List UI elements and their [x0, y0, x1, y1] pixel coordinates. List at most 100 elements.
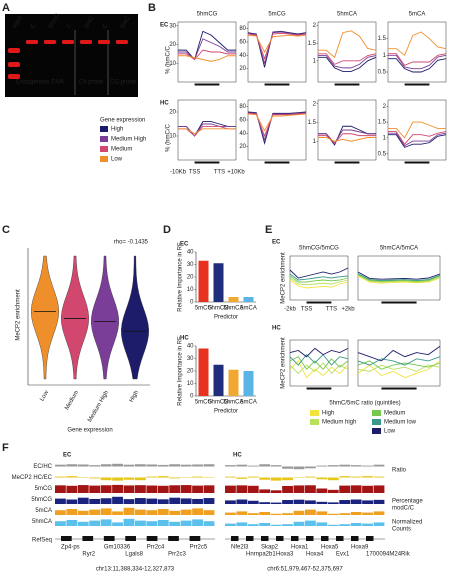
- track-bar: [169, 464, 181, 467]
- x-tick-label: TTS: [326, 307, 337, 313]
- y-axis-label: % (hmC/C: [166, 124, 172, 152]
- track-bar: [123, 485, 135, 493]
- bar: [228, 369, 239, 396]
- profile-line: [178, 49, 236, 61]
- gene-name: 1700094M24Rik: [366, 552, 411, 558]
- track-bar: [247, 476, 259, 478]
- legend-label: Medium low: [384, 420, 417, 426]
- track-bar: [203, 521, 215, 526]
- track-bar: [259, 489, 271, 493]
- track-bar: [270, 465, 282, 467]
- track-bar: [146, 485, 158, 493]
- track-bar: [192, 498, 203, 504]
- gel-group-label: CG probe: [110, 80, 137, 86]
- panel-label: E: [265, 224, 272, 236]
- y-tick-label: 2: [313, 101, 317, 107]
- profile-line: [247, 112, 307, 138]
- profile-line: [247, 34, 307, 53]
- profile-line: [388, 53, 447, 66]
- track-label: 5hmCA: [32, 519, 52, 525]
- track-bar: [236, 485, 248, 493]
- gene-name: Hoxa4: [306, 552, 324, 558]
- track-bar: [236, 522, 248, 526]
- bar: [213, 364, 224, 396]
- gel-band: [8, 74, 20, 79]
- gel-band: [98, 40, 110, 44]
- y-tick-label: 2: [383, 104, 387, 110]
- y-tick-label: 80: [239, 26, 246, 32]
- track-bar: [112, 477, 123, 481]
- track-bar: [135, 464, 146, 467]
- violin: [31, 255, 59, 380]
- x-tick-label: 5hmCG: [208, 306, 229, 312]
- profile-line: [388, 58, 447, 73]
- y-axis-label: MeCP2 enrichment: [281, 337, 287, 389]
- y-tick-label: 40: [187, 250, 194, 256]
- bar: [228, 297, 239, 302]
- track-bar: [123, 507, 135, 515]
- legend-swatch: [372, 410, 381, 416]
- track-bar: [270, 524, 282, 526]
- x-tick-label: 5mCG: [195, 306, 213, 312]
- track-bar: [100, 498, 112, 504]
- plot-frame: [317, 21, 377, 83]
- track-bar: [203, 485, 215, 493]
- profile-line: [357, 356, 441, 366]
- y-tick-label: 1: [383, 135, 387, 141]
- y-tick-label: 60: [239, 40, 246, 46]
- lane-label: 5mC: [120, 15, 132, 30]
- legend-title: 5hmC/5mC ratio (quintiles): [329, 401, 400, 407]
- track-bar: [293, 485, 305, 493]
- track-bar: [362, 523, 373, 526]
- track-bar: [157, 485, 169, 493]
- track-bar: [66, 476, 78, 478]
- y-tick-label: 1: [313, 139, 317, 145]
- y-tick-label: 0: [190, 394, 194, 400]
- panel-label: B: [148, 2, 156, 14]
- track-bar: [350, 465, 362, 467]
- y-tick-label: 1.5: [308, 120, 317, 126]
- legend-title: Gene expression: [100, 118, 145, 124]
- track-bar: [66, 485, 78, 493]
- track-bar: [146, 476, 158, 478]
- profile-line: [178, 125, 236, 137]
- gene-name: Hoxa9: [351, 545, 369, 551]
- panel-label: C: [2, 224, 10, 236]
- track-bar: [316, 522, 328, 526]
- legend-label: Low: [384, 429, 396, 435]
- track-label: 5mCA: [35, 508, 52, 514]
- track-bar: [350, 485, 362, 493]
- y-tick-label: 20: [169, 42, 176, 48]
- track-bar: [362, 500, 373, 504]
- track-bar: [169, 477, 181, 479]
- track-bar: [100, 477, 112, 481]
- track-bar: [247, 524, 259, 526]
- column-title: 5hmCA: [337, 12, 357, 18]
- track-bar: [55, 476, 66, 478]
- track-bar: [203, 510, 215, 515]
- gene-name: Skap2: [261, 545, 279, 551]
- track-bar: [146, 510, 158, 515]
- track-bar: [225, 523, 236, 526]
- bar: [198, 348, 209, 396]
- profile-line: [318, 53, 377, 65]
- track-bar: [293, 521, 305, 526]
- lane-label: 5mC: [84, 15, 96, 30]
- track-bar: [225, 476, 236, 478]
- track-bar: [362, 512, 373, 515]
- track-bar: [339, 524, 351, 526]
- chart-title: EC: [180, 242, 189, 248]
- y-tick-label: 2: [313, 23, 317, 29]
- x-tick-label: +10Kb: [227, 170, 245, 176]
- track-bar: [339, 500, 351, 504]
- y-tick-label: 40: [187, 344, 194, 350]
- track-bar: [135, 477, 146, 481]
- profile-line: [388, 54, 447, 70]
- track-bar: [169, 485, 181, 493]
- profile-line: [247, 113, 307, 132]
- track-label: 5mCG: [35, 486, 53, 492]
- track-bar: [362, 476, 373, 478]
- track-bar: [77, 510, 89, 515]
- track-bar: [89, 520, 101, 526]
- track-bar: [362, 465, 373, 467]
